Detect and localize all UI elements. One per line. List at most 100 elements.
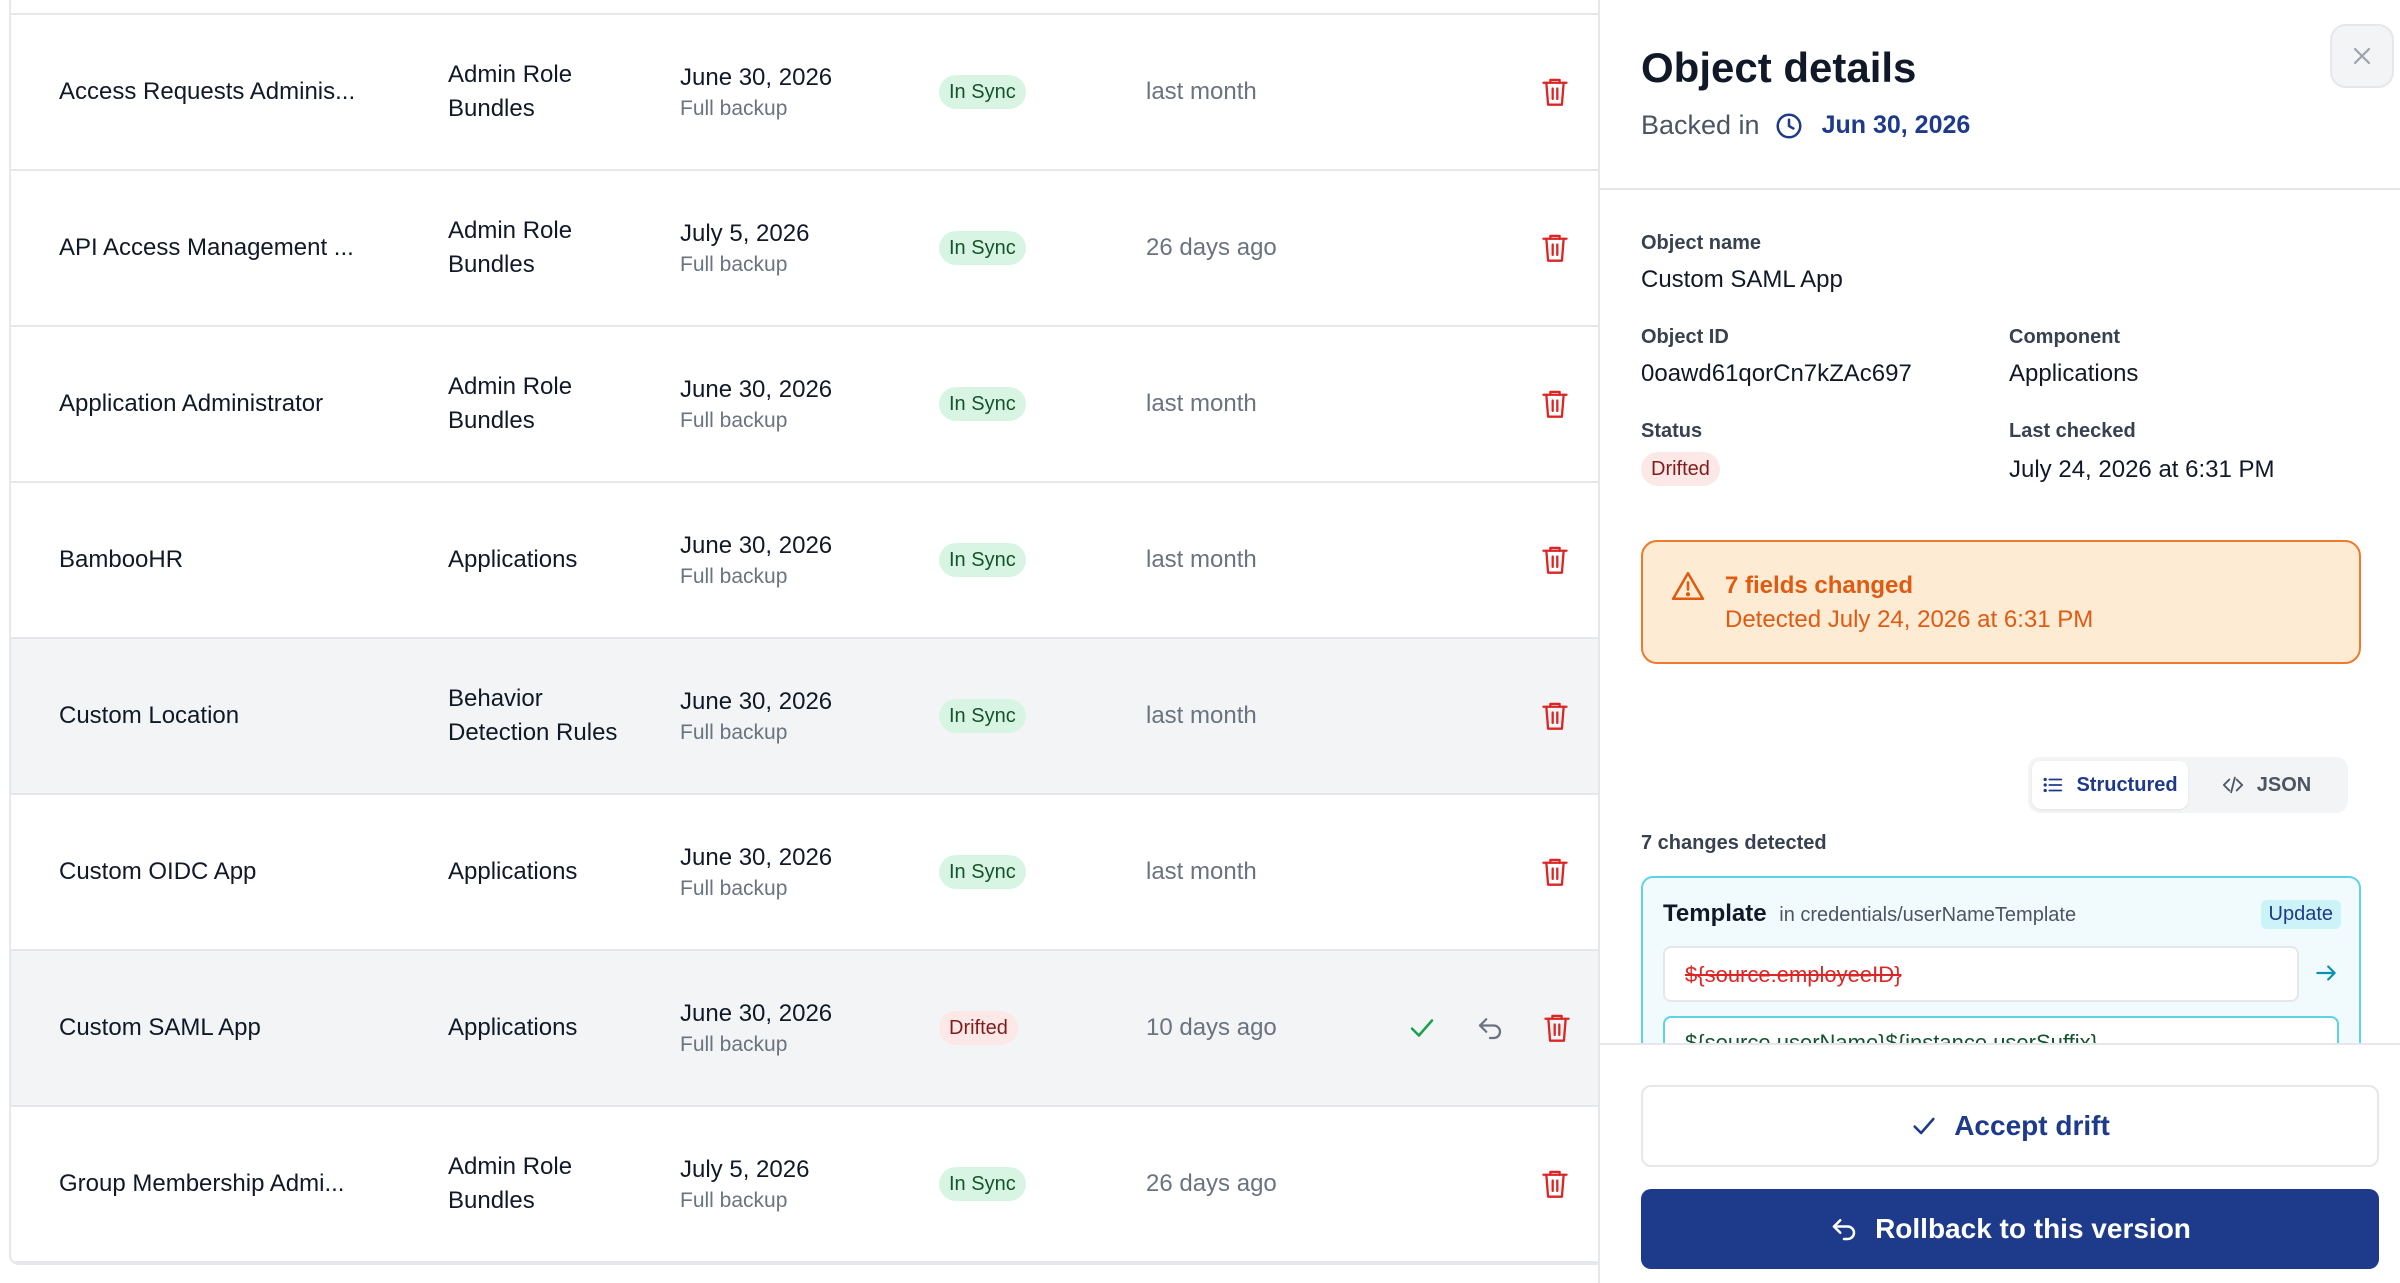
backup-date-cell: June 30, 2026 Full backup (680, 951, 860, 1105)
object-name-cell: Access Requests Adminis... (59, 78, 356, 105)
backup-type: Full backup (680, 721, 788, 744)
change-field-path: in credentials/userNameTemplate (1779, 904, 2077, 926)
delete-icon[interactable] (1539, 544, 1571, 576)
status-cell: In Sync (939, 639, 1109, 793)
arrow-right-icon (2313, 960, 2339, 991)
clock-icon (1774, 111, 1804, 141)
backup-type: Full backup (680, 1189, 788, 1212)
backup-date-cell: July 5, 2026 Full backup (680, 1107, 860, 1261)
code-icon (2222, 776, 2243, 794)
last-checked-cell: last month (1146, 858, 1257, 885)
last-checked-cell: last month (1146, 702, 1257, 729)
backup-date-cell: June 30, 2026 Full backup (680, 639, 860, 793)
status-cell: In Sync (939, 171, 1109, 325)
object-name-cell: Custom Location (59, 702, 240, 729)
component-value: Applications (2009, 360, 2139, 387)
table-row[interactable]: Access Requests Adminis... Admin Role Bun… (11, 15, 1598, 171)
component-cell: Behavior Detection Rules (448, 685, 618, 746)
accept-drift-label: Accept drift (1954, 1110, 2110, 1141)
table-row[interactable]: Application Administrator Admin Role Bund… (11, 327, 1598, 483)
delete-icon[interactable] (1539, 1168, 1571, 1200)
close-button[interactable] (2330, 24, 2394, 88)
change-card: Template in credentials/userNameTemplate… (1641, 876, 2361, 1046)
delete-icon[interactable] (1539, 232, 1571, 264)
last-checked-cell: last month (1146, 546, 1257, 573)
backup-date: June 30, 2026 (680, 64, 833, 91)
last-checked-value: July 24, 2026 at 6:31 PM (2009, 456, 2275, 483)
backup-date: June 30, 2026 (680, 376, 833, 403)
backup-date: June 30, 2026 (680, 688, 833, 715)
status-label: Status (1641, 420, 1703, 442)
backup-type: Full backup (680, 877, 788, 900)
object-name-cell: Custom SAML App (59, 1014, 261, 1041)
alert-title: 7 fields changed (1725, 572, 1914, 599)
backed-in-label: Backed in (1641, 110, 1760, 140)
tab-structured-label: Structured (2076, 773, 2178, 796)
panel-title: Object details (1641, 44, 1917, 91)
component-cell: Admin Role Bundles (448, 373, 573, 434)
rollback-label: Rollback to this version (1875, 1213, 2191, 1244)
rollback-icon[interactable] (1475, 1012, 1505, 1044)
table-divider (11, 13, 1598, 15)
backed-in-row: Backed in Jun 30, 2026 (1641, 110, 1970, 141)
delete-icon[interactable] (1543, 1012, 1571, 1044)
tab-structured[interactable]: Structured (2032, 761, 2188, 809)
status-badge: In Sync (939, 855, 1026, 889)
status-container: Drifted (1641, 452, 1720, 486)
delete-icon[interactable] (1539, 76, 1571, 108)
component-cell: Applications (448, 546, 578, 573)
object-name-label: Object name (1641, 232, 1762, 254)
object-id-value: 0oawd61qorCn7kZAc697 (1641, 360, 1912, 387)
delete-icon[interactable] (1539, 700, 1571, 732)
backup-type: Full backup (680, 253, 788, 276)
component-cell: Admin Role Bundles (448, 217, 573, 278)
change-field-title: Template in credentials/userNameTemplate (1663, 900, 2076, 928)
status-badge: In Sync (939, 1167, 1026, 1201)
object-name-cell: BambooHR (59, 546, 184, 573)
row-actions (1411, 327, 1591, 481)
backup-date: June 30, 2026 (680, 1000, 833, 1027)
warning-icon (1671, 570, 1705, 607)
table-row[interactable]: Custom SAML App Applications June 30, 2026… (11, 951, 1598, 1107)
backup-type: Full backup (680, 97, 788, 120)
accept-drift-button[interactable]: Accept drift (1641, 1085, 2379, 1167)
object-name-cell: Application Administrator (59, 390, 324, 417)
delete-icon[interactable] (1539, 388, 1571, 420)
status-badge: In Sync (939, 699, 1026, 733)
backup-date-cell: June 30, 2026 Full backup (680, 15, 860, 169)
backup-date-cell: June 30, 2026 Full backup (680, 483, 860, 637)
header-divider (1600, 188, 2400, 190)
backup-type: Full backup (680, 409, 788, 432)
panel-footer: Accept drift Rollback to this version (1600, 1043, 2400, 1283)
table-row[interactable]: API Access Management ... Admin Role Bund… (11, 171, 1598, 327)
table-row[interactable]: Custom OIDC App Applications June 30, 2026… (11, 795, 1598, 951)
last-checked-label: Last checked (2009, 420, 2136, 442)
tab-json[interactable]: JSON (2188, 761, 2344, 809)
backup-date: June 30, 2026 (680, 532, 833, 559)
old-value: ${source.employeeID} (1663, 946, 2299, 1002)
last-checked-cell: 26 days ago (1146, 234, 1277, 261)
status-cell: In Sync (939, 795, 1109, 949)
accept-drift-icon[interactable] (1407, 1012, 1437, 1044)
backup-date-cell: July 5, 2026 Full backup (680, 171, 860, 325)
object-name-cell: Custom OIDC App (59, 858, 257, 885)
rollback-button[interactable]: Rollback to this version (1641, 1189, 2379, 1269)
table-row[interactable]: Custom Location Behavior Detection Rules J… (11, 639, 1598, 795)
object-name-value: Custom SAML App (1641, 266, 1843, 293)
row-actions (1411, 171, 1591, 325)
backed-in-date: Jun 30, 2026 (1821, 111, 1971, 139)
delete-icon[interactable] (1539, 856, 1571, 888)
status-cell: In Sync (939, 1107, 1109, 1261)
status-cell: In Sync (939, 483, 1109, 637)
status-badge: In Sync (939, 75, 1026, 109)
new-value: ${source.userName}${instance.userSuffix} (1663, 1016, 2339, 1044)
backup-objects-table: Access Requests Adminis... Admin Role Bun… (9, 0, 1598, 1265)
changes-count: 7 changes detected (1641, 832, 1827, 854)
component-cell: Admin Role Bundles (448, 1153, 573, 1214)
backup-type: Full backup (680, 1033, 788, 1056)
component-label: Component (2009, 326, 2121, 348)
table-row[interactable]: BambooHR Applications June 30, 2026 Full ba… (11, 483, 1598, 639)
object-id-label: Object ID (1641, 326, 1729, 348)
table-row[interactable]: Group Membership Admi... Admin Role Bundl… (11, 1107, 1598, 1263)
